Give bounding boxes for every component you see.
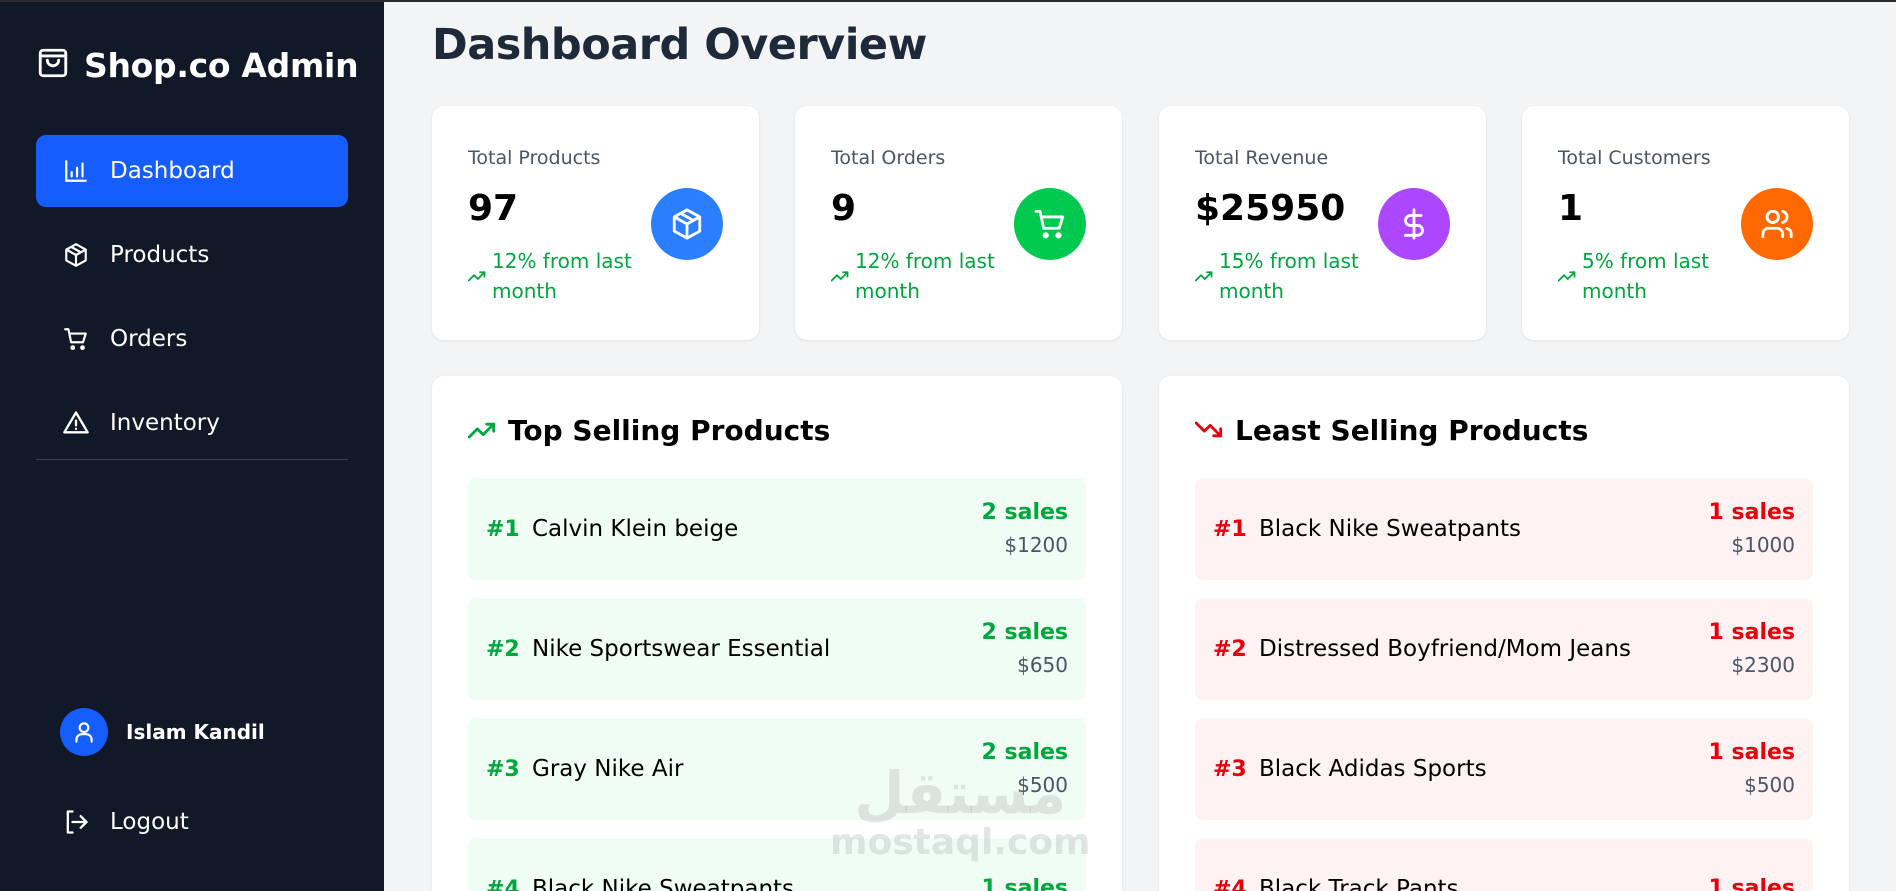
sidebar-item-products[interactable]: Products — [36, 219, 348, 291]
stat-label: Total Revenue — [1195, 147, 1329, 169]
cart-icon — [62, 325, 90, 353]
rank: #3 — [1213, 756, 1247, 782]
logout-icon — [62, 808, 90, 836]
list-item[interactable]: #2 Distressed Boyfriend/Mom Jeans 1 sale… — [1195, 598, 1813, 700]
user-icon — [75, 722, 93, 743]
brand-title: Shop.co Admin — [84, 45, 359, 85]
trending-up-icon — [830, 260, 849, 290]
rank: #1 — [1213, 516, 1247, 542]
stat-trend: 12% from last month — [467, 246, 632, 306]
least-selling-panel: Least Selling Products #1 Black Nike Swe… — [1159, 376, 1849, 891]
sidebar-item-label: Inventory — [110, 410, 220, 436]
list-item[interactable]: #3 Black Adidas Sports 1 sales $500 — [1195, 718, 1813, 820]
product-name: Distressed Boyfriend/Mom Jeans — [1259, 636, 1631, 662]
stat-value: 97 — [468, 188, 519, 229]
shopping-bag-icon — [36, 46, 70, 84]
sales-count: 1 sales — [1708, 500, 1795, 525]
stat-trend: 15% from last month — [1194, 246, 1359, 306]
product-name: Black Adidas Sports — [1259, 756, 1487, 782]
stat-card-customers: Total Customers 1 5% from last month — [1522, 106, 1849, 340]
trending-up-icon — [1557, 260, 1576, 290]
sales-count: 2 sales — [981, 620, 1068, 645]
stat-label: Total Products — [468, 147, 601, 169]
sales-count: 1 sales — [1708, 876, 1795, 891]
sales-count: 1 sales — [981, 876, 1068, 891]
top-selling-panel: Top Selling Products #1 Calvin Klein bei… — [432, 376, 1122, 891]
sales-count: 2 sales — [981, 500, 1068, 525]
stat-card-products: Total Products 97 12% from last month — [432, 106, 759, 340]
users-icon — [1761, 209, 1793, 239]
product-name: Black Nike Sweatpants — [532, 876, 795, 891]
stat-value: 1 — [1558, 188, 1584, 229]
sales-count: 1 sales — [1708, 740, 1795, 765]
trending-up-icon — [467, 414, 496, 447]
logout-label: Logout — [110, 809, 189, 835]
list-item[interactable]: #1 Calvin Klein beige 2 sales $1200 — [468, 478, 1086, 580]
price: $2300 — [1731, 653, 1795, 677]
product-name: Black Nike Sweatpants — [1259, 516, 1522, 542]
stat-card-revenue: Total Revenue $25950 15% from last month — [1159, 106, 1486, 340]
product-name: Nike Sportswear Essential — [532, 636, 831, 662]
stat-icon-circle — [1378, 188, 1450, 260]
list-item[interactable]: #1 Black Nike Sweatpants 1 sales $1000 — [1195, 478, 1813, 580]
sales-count: 2 sales — [981, 740, 1068, 765]
stat-icon-circle — [651, 188, 723, 260]
sidebar-item-orders[interactable]: Orders — [36, 303, 348, 375]
warning-triangle-icon — [62, 409, 90, 437]
sales-count: 1 sales — [1708, 620, 1795, 645]
trending-up-icon — [467, 260, 486, 290]
sidebar: Shop.co Admin Dashboard Products Orders … — [0, 2, 384, 891]
stat-trend: 5% from last month — [1557, 246, 1722, 306]
page-title: Dashboard Overview — [432, 20, 927, 70]
package-icon — [62, 241, 90, 269]
product-name: Black Track Pants — [1259, 876, 1459, 891]
stat-value: $25950 — [1195, 188, 1346, 229]
sidebar-item-label: Products — [110, 242, 210, 268]
trending-down-icon — [1194, 414, 1223, 447]
price: $1000 — [1731, 533, 1795, 557]
sidebar-item-dashboard[interactable]: Dashboard — [36, 135, 348, 207]
sidebar-item-inventory[interactable]: Inventory — [36, 387, 348, 459]
price: $650 — [1017, 653, 1068, 677]
stat-trend: 12% from last month — [830, 246, 995, 306]
stat-label: Total Orders — [831, 147, 946, 169]
trending-up-icon — [1194, 260, 1213, 290]
brand[interactable]: Shop.co Admin — [36, 42, 359, 88]
list-item[interactable]: #3 Gray Nike Air 2 sales $500 — [468, 718, 1086, 820]
bar-chart-icon — [62, 157, 90, 185]
sidebar-item-label: Orders — [110, 326, 188, 352]
user-profile[interactable]: Islam Kandil — [60, 708, 265, 756]
list-item[interactable]: #4 Black Track Pants 1 sales — [1195, 838, 1813, 891]
rank: #2 — [486, 636, 520, 662]
rank: #4 — [486, 876, 520, 891]
stat-label: Total Customers — [1558, 147, 1711, 169]
product-name: Calvin Klein beige — [532, 516, 739, 542]
price: $500 — [1744, 773, 1795, 797]
price: $500 — [1017, 773, 1068, 797]
main-content: Dashboard Overview Total Products 97 12%… — [384, 2, 1896, 891]
logout-button[interactable]: Logout — [36, 786, 348, 858]
panel-title: Least Selling Products — [1194, 414, 1588, 447]
rank: #3 — [486, 756, 520, 782]
price: $1200 — [1004, 533, 1068, 557]
sidebar-item-label: Dashboard — [110, 158, 235, 184]
list-item[interactable]: #4 Black Nike Sweatpants 1 sales — [468, 838, 1086, 891]
dollar-icon — [1404, 208, 1424, 240]
rank: #1 — [486, 516, 520, 542]
product-name: Gray Nike Air — [532, 756, 684, 782]
avatar — [60, 708, 108, 756]
user-name: Islam Kandil — [126, 720, 265, 744]
sidebar-divider — [36, 459, 348, 460]
stat-icon-circle — [1014, 188, 1086, 260]
stat-value: 9 — [831, 188, 857, 229]
cart-icon — [1034, 209, 1065, 239]
package-icon — [672, 208, 702, 240]
list-item[interactable]: #2 Nike Sportswear Essential 2 sales $650 — [468, 598, 1086, 700]
stat-icon-circle — [1741, 188, 1813, 260]
rank: #2 — [1213, 636, 1247, 662]
panel-title: Top Selling Products — [467, 414, 830, 447]
rank: #4 — [1213, 876, 1247, 891]
stat-card-orders: Total Orders 9 12% from last month — [795, 106, 1122, 340]
